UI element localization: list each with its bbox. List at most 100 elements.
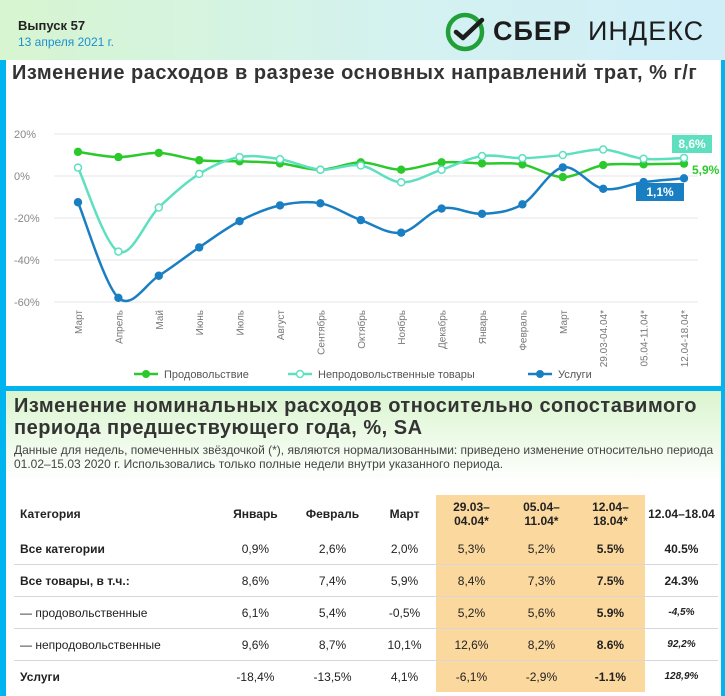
data-point-services — [397, 228, 406, 237]
table-cell: 7,3% — [506, 564, 576, 597]
data-point-services — [275, 201, 285, 210]
data-point-services — [154, 271, 163, 280]
table-cell: 7.5% — [575, 564, 645, 597]
table-cell: -13,5% — [313, 669, 352, 684]
data-point-nonfood — [316, 165, 325, 174]
table-cell: 10,1% — [373, 628, 436, 661]
x-tick-label: Октябрь — [356, 310, 368, 349]
x-tick-label: Март — [559, 310, 570, 334]
x-tick-label: Июнь — [195, 310, 206, 335]
table-cell: -6,1% — [435, 660, 507, 692]
data-point-services — [599, 184, 608, 194]
table-cell: -4,5% — [644, 596, 718, 629]
table-panel: Изменение номинальных расходов относител… — [6, 391, 721, 696]
x-tick-label: Февраль — [518, 310, 529, 351]
table-row: — продовольственные 6,1% 5,4% -0,5% 5,2% 5,6%… — [14, 596, 718, 629]
table-row: Услуги -18,4% -13,5% 4,1% -6,1% -2,9% -1.1% 128… — [14, 660, 718, 692]
table-cell: 2,6% — [291, 533, 374, 565]
end-badge-nonfood — [672, 135, 712, 153]
end-label-services: 1,1% — [646, 185, 674, 199]
data-point-nonfood — [356, 161, 366, 170]
x-tick-label: Апрель — [114, 310, 125, 344]
table-cell: 6,1% — [218, 596, 292, 629]
data-point-nonfood — [194, 169, 204, 179]
data-point-food — [195, 156, 204, 165]
header-week-3: 12.04–18.04* — [575, 495, 645, 533]
legend-marker-services — [536, 370, 544, 378]
x-tick-label: Март — [74, 310, 85, 334]
table-cell: 5,2% — [506, 533, 576, 565]
header-banner: Выпуск 57 13 апреля 2021 г. СБЕР ИНДЕКС — [0, 0, 725, 60]
data-point-food — [477, 159, 487, 168]
data-point-nonfood — [639, 154, 648, 164]
series-line-food — [77, 150, 685, 179]
table-row: Все категории 0,9% 2,6% 2,0% 5,3% 5,2% 5.5% 40.… — [14, 533, 718, 565]
header-march: Март — [389, 507, 420, 521]
table-cell: 8.6% — [575, 628, 645, 661]
data-point-nonfood — [437, 165, 446, 174]
data-point-nonfood — [598, 145, 608, 154]
data-point-services — [518, 200, 527, 209]
end-badge-services — [636, 183, 684, 201]
x-tick-label: Июль — [236, 310, 247, 336]
table-title: Изменение номинальных расходов относител… — [14, 395, 697, 439]
logo-word-sber: СБЕР — [493, 16, 572, 46]
data-point-services — [73, 198, 83, 207]
table-cell: 128,9% — [664, 671, 699, 682]
data-point-services — [114, 293, 123, 302]
table-cell: -1.1% — [575, 660, 645, 692]
table-note: Данные для недель, помеченных звёздочкой… — [14, 443, 714, 471]
data-point-nonfood — [114, 247, 123, 256]
table-cell: 5,2% — [435, 596, 507, 629]
table-cell: 5,4% — [291, 596, 374, 629]
data-point-services — [437, 204, 446, 213]
data-point-services — [235, 216, 244, 226]
table-cell: 8,4% — [435, 564, 507, 597]
x-tick-label: Август — [276, 310, 287, 341]
data-point-nonfood — [477, 151, 487, 161]
chart-panel: Изменение расходов в разрезе основных на… — [6, 60, 721, 386]
legend-label-nonfood: Непродовольственные товары — [318, 369, 475, 381]
table-cell: 2,0% — [373, 533, 436, 565]
legend-label-food: Продовольствие — [164, 369, 249, 381]
x-tick-label: Сентябрь — [315, 310, 327, 355]
table-cell: 8,7% — [291, 628, 374, 661]
header-week-3-yoy: 12.04–18.04 — [648, 507, 715, 521]
data-point-services — [679, 174, 689, 183]
issue-date: 13 апреля 2021 г. — [18, 35, 114, 49]
header-category: Категория — [20, 507, 81, 521]
table-cell: 5,6% — [506, 596, 576, 629]
header-week-2: 05.04–11.04* — [506, 495, 576, 533]
row-category: Все товары, в т.ч.: — [14, 564, 219, 597]
x-tick-label: Декабрь — [437, 310, 449, 349]
table-cell: 9,6% — [218, 628, 292, 661]
table-cell: -2,9% — [506, 660, 576, 692]
line-chart: 20% 0% -20% -40% -60% Март Апрель Май Июнь Июль Ав… — [14, 129, 720, 381]
end-label-nonfood: 8,6% — [678, 137, 706, 151]
data-point-nonfood — [396, 178, 406, 187]
issue-number: Выпуск 57 — [18, 18, 86, 33]
data-point-food — [397, 165, 406, 174]
table-cell: 24.3% — [644, 564, 718, 597]
x-tick-label: Май — [155, 310, 166, 330]
data-point-nonfood — [558, 150, 568, 160]
y-tick-label: -40% — [14, 255, 40, 267]
header-week-1: 29.03–04.04* — [435, 495, 507, 533]
table-header-row: Категория Январь Февраль Март 29.03–04.0… — [14, 495, 718, 533]
table-cell: 5.5% — [575, 533, 645, 565]
table-cell: 12,6% — [435, 628, 507, 661]
expenses-table: Категория Январь Февраль Март 29.03–04.0… — [14, 495, 718, 692]
table-cell: 8,6% — [218, 564, 292, 597]
row-category: — непродовольственные — [14, 628, 219, 661]
table-cell: -0,5% — [373, 596, 436, 629]
data-point-nonfood — [73, 163, 83, 172]
data-point-services — [558, 163, 567, 172]
table-cell: 5.9% — [575, 596, 645, 629]
data-point-food — [599, 160, 608, 170]
data-point-nonfood — [518, 153, 527, 163]
table-cell: 8,2% — [506, 628, 576, 661]
x-tick-label: 05.04-11.04* — [640, 310, 651, 367]
data-point-food — [558, 172, 567, 182]
row-category: — продовольственные — [14, 596, 219, 629]
header-january: Январь — [233, 507, 278, 521]
